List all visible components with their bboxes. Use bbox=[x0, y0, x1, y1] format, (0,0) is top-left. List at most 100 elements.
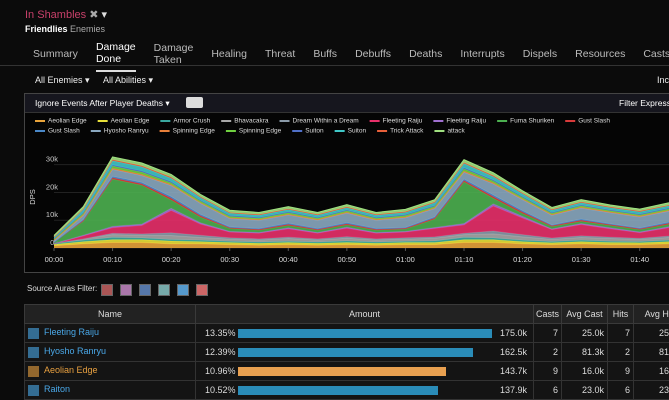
hits: 9 bbox=[607, 361, 634, 381]
ability-name[interactable]: Aeolian Edge bbox=[44, 365, 98, 376]
area bbox=[54, 237, 669, 245]
legend-label: Hyosho Ranryu bbox=[104, 128, 149, 135]
avg-cast: 23.0k bbox=[561, 380, 608, 400]
percent: 12.39% bbox=[205, 347, 236, 357]
area bbox=[54, 203, 669, 244]
column-header[interactable]: Casts bbox=[533, 304, 562, 324]
tab[interactable]: Buffs bbox=[313, 47, 338, 60]
x-tick-label: 01:30 bbox=[572, 255, 591, 264]
tab[interactable]: Interrupts bbox=[460, 47, 505, 60]
column-header[interactable]: Avg Cast bbox=[561, 304, 608, 324]
dropdown[interactable]: Inc bbox=[657, 75, 669, 85]
name-cell: Fleeting Raiju bbox=[24, 323, 196, 343]
filter-label[interactable]: Filter Expressi bbox=[619, 98, 669, 108]
legend-label: Bhavacakra bbox=[234, 118, 269, 125]
name-cell: Aeolian Edge bbox=[24, 361, 196, 381]
legend-label: Aeolian Edge bbox=[111, 118, 150, 125]
tab[interactable]: Deaths bbox=[409, 47, 443, 60]
y-axis-label: DPS bbox=[28, 189, 37, 204]
tab[interactable]: Summary bbox=[33, 47, 78, 60]
tab[interactable]: Casts bbox=[643, 47, 669, 60]
legend-label: Trick Attack bbox=[390, 128, 424, 135]
casts: 6 bbox=[533, 380, 562, 400]
x-tick-label: 00:20 bbox=[162, 255, 181, 264]
dropdown[interactable]: All Enemies ▾ bbox=[35, 75, 90, 85]
area-line bbox=[53, 178, 669, 243]
avg-hit: 23.0k bbox=[633, 380, 669, 400]
legend-label: Armor Crush bbox=[173, 118, 210, 125]
ability-name[interactable]: Hyosho Ranryu bbox=[44, 346, 107, 357]
casts: 9 bbox=[533, 361, 562, 381]
tab[interactable]: Threat bbox=[264, 47, 296, 60]
tab[interactable]: Debuffs bbox=[355, 47, 392, 60]
tab[interactable]: Resources bbox=[575, 47, 626, 60]
hits: 2 bbox=[607, 342, 634, 362]
legend-label: Gust Slash bbox=[48, 128, 80, 135]
casts: 7 bbox=[533, 323, 562, 343]
amount-cell: 12.39% 162.5k bbox=[195, 342, 534, 362]
toggle[interactable] bbox=[186, 97, 203, 108]
tab[interactable]: Healing bbox=[211, 47, 247, 60]
amount-bar bbox=[238, 386, 438, 395]
amount-bar bbox=[238, 367, 447, 376]
subtab[interactable]: Friendlies bbox=[25, 24, 68, 34]
casts: 2 bbox=[533, 342, 562, 362]
avg-cast: 25.0k bbox=[561, 323, 608, 343]
tab-bar: Summary Damage Done Damage Taken Healing Thr… bbox=[0, 41, 669, 72]
amount-cell: 10.52% 137.9k bbox=[195, 380, 534, 400]
tab[interactable]: Damage Taken bbox=[153, 41, 194, 66]
aura-icon[interactable] bbox=[139, 284, 151, 296]
hits: 6 bbox=[607, 380, 634, 400]
area bbox=[54, 179, 669, 244]
x-tick-label: 01:10 bbox=[455, 255, 474, 264]
y-tick-label: 30k bbox=[46, 155, 58, 164]
x-tick-label: 00:30 bbox=[220, 255, 239, 264]
legend-label: Spinning Edge bbox=[173, 128, 216, 135]
aura-icon[interactable] bbox=[101, 284, 113, 296]
aura-icon[interactable] bbox=[196, 284, 208, 296]
x-tick-label: 00:00 bbox=[45, 255, 64, 264]
avg-cast: 81.3k bbox=[561, 342, 608, 362]
dropdown[interactable]: All Abilities ▾ bbox=[103, 75, 154, 85]
toggle-label[interactable]: Ignore Events After Player Deaths ▾ bbox=[35, 98, 170, 108]
title-text: In Shambles bbox=[25, 9, 87, 21]
amount-bar bbox=[238, 329, 492, 338]
x-tick-label: 01:00 bbox=[396, 255, 415, 264]
ability-icon bbox=[28, 327, 39, 339]
legend-label: attack bbox=[447, 128, 465, 135]
subtab[interactable]: Enemies bbox=[70, 24, 106, 34]
percent: 10.96% bbox=[205, 366, 236, 376]
legend-label: Aeolian Edge bbox=[48, 118, 87, 125]
column-header[interactable]: Avg Hit bbox=[633, 304, 669, 324]
aura-icon[interactable] bbox=[158, 284, 170, 296]
amount: 137.9k bbox=[499, 385, 527, 395]
column-header[interactable]: Name bbox=[24, 304, 196, 324]
title[interactable]: In Shambles ✖ ▾ bbox=[25, 8, 107, 21]
avg-hit: 16.0k bbox=[633, 361, 669, 381]
area bbox=[54, 169, 669, 243]
y-tick-label: 20k bbox=[46, 182, 58, 191]
x-tick-label: 01:20 bbox=[513, 255, 532, 264]
aura-icon[interactable] bbox=[120, 284, 132, 296]
caret[interactable]: ▾ bbox=[101, 9, 108, 21]
close[interactable]: ✖ bbox=[89, 9, 99, 21]
y-tick-label: 10k bbox=[46, 210, 58, 219]
column-header[interactable]: Amount bbox=[195, 304, 534, 324]
avg-cast: 16.0k bbox=[561, 361, 608, 381]
amount: 162.5k bbox=[499, 347, 527, 357]
aura-icon[interactable] bbox=[177, 284, 189, 296]
ability-name[interactable]: Fleeting Raiju bbox=[44, 327, 100, 338]
column-header[interactable]: Hits bbox=[607, 304, 634, 324]
ability-name[interactable]: Raiton bbox=[44, 384, 71, 395]
tab[interactable]: Dispels bbox=[522, 47, 558, 60]
tab[interactable]: Damage Done bbox=[95, 36, 136, 72]
legend-label: Spinning Edge bbox=[239, 128, 282, 135]
ability-icon bbox=[28, 346, 39, 358]
